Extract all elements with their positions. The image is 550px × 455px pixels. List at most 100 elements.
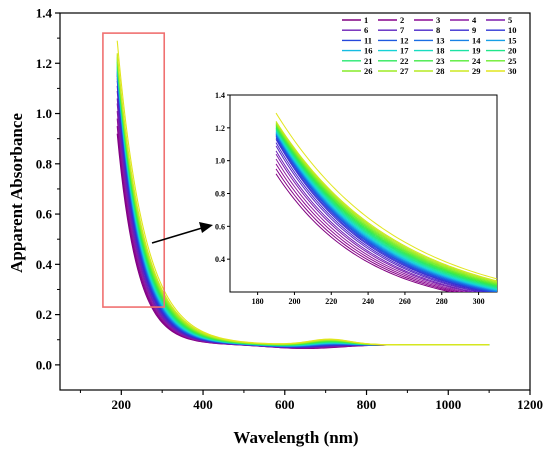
inset-series-line-29 [275, 120, 497, 282]
inset-series-line-12 [275, 134, 497, 292]
legend-label-15: 15 [508, 35, 517, 45]
x-tick-label: 200 [112, 397, 132, 412]
x-tick-label: 400 [193, 397, 213, 412]
legend-label-10: 10 [508, 25, 517, 35]
main-plot-frame [59, 12, 531, 391]
x-tick-label: 1000 [435, 397, 461, 412]
legend-label-1: 1 [364, 15, 368, 25]
inset-series-line-8 [275, 142, 486, 292]
inset-series-line-28 [275, 121, 497, 283]
plot-border [59, 12, 531, 391]
inset-series-line-5 [275, 153, 473, 292]
inset-x-tick-label: 240 [362, 297, 374, 306]
inset-x-tick-label: 200 [288, 297, 300, 306]
x-tick-label: 1200 [517, 397, 543, 412]
legend-label-8: 8 [436, 25, 440, 35]
y-tick-label: 0.4 [36, 257, 53, 272]
legend-label-20: 20 [508, 46, 517, 56]
y-tick-label: 0.6 [36, 207, 53, 222]
inset-y-tick-label: 0.4 [215, 255, 225, 264]
y-tick-label: 1.0 [36, 106, 52, 121]
zoom-arrow-head [199, 222, 213, 233]
inset-plot-group: 180 200 220 240 260 280 300 0.4 0.6 0.8 1.0 1.2 1.4 [215, 91, 498, 306]
inset-series-line-27 [275, 122, 497, 284]
legend-label-17: 17 [400, 46, 409, 56]
y-tick-label: 1.4 [36, 6, 53, 21]
highlight-box-group [102, 32, 213, 308]
inset-border [229, 94, 498, 293]
inset-series-line-15 [275, 132, 497, 292]
legend-label-19: 19 [472, 46, 481, 56]
legend-label-23: 23 [436, 56, 445, 66]
inset-x-tick-label: 300 [473, 297, 485, 306]
legend-label-27: 27 [400, 66, 409, 76]
legend-label-26: 26 [364, 66, 373, 76]
inset-series-line-9 [275, 139, 489, 292]
y-tick-label: 0.2 [36, 307, 52, 322]
x-axis-title: Wavelength (nm) [233, 428, 358, 447]
legend-label-6: 6 [364, 25, 368, 35]
inset-series-line-10 [275, 137, 493, 292]
legend-label-12: 12 [400, 35, 409, 45]
inset-series-line-26 [275, 123, 497, 284]
y-tick-label: 1.2 [36, 56, 52, 71]
inset-series-group [275, 112, 497, 292]
inset-x-tick-label: 220 [325, 297, 337, 306]
inset-series-line-4 [275, 158, 468, 292]
inset-y-tick-label: 1.0 [215, 157, 225, 166]
zoom-highlight-box [102, 32, 166, 308]
legend-label-3: 3 [436, 15, 440, 25]
inset-series-line-19 [275, 129, 497, 289]
inset-series-line-24 [275, 125, 497, 286]
inset-series-line-21 [275, 127, 497, 288]
legend-label-29: 29 [472, 66, 481, 76]
y-axis-title: Apparent Absorbance [7, 113, 26, 273]
legend-label-7: 7 [400, 25, 405, 35]
main-ticks-group: 200 400 600 800 1000 12000.00.20.40.60.81.01.… [36, 6, 543, 413]
legend-label-18: 18 [436, 46, 445, 56]
inset-series-line-30 [275, 112, 497, 280]
x-tick-label: 800 [357, 397, 377, 412]
inset-x-tick-label: 180 [252, 297, 264, 306]
inset-series-line-6 [275, 150, 477, 292]
inset-series-line-7 [275, 145, 482, 292]
inset-series-line-13 [275, 134, 497, 292]
inset-series-line-22 [275, 126, 497, 287]
inset-series-line-18 [275, 130, 497, 290]
x-tick-label: 600 [275, 397, 295, 412]
inset-series-line-17 [275, 130, 497, 290]
inset-series-line-3 [275, 163, 463, 292]
zoom-arrow-line [151, 227, 203, 244]
legend-label-21: 21 [364, 56, 373, 66]
inset-series-line-20 [275, 128, 497, 289]
legend-label-9: 9 [472, 25, 476, 35]
inset-series-line-25 [275, 124, 497, 285]
inset-series-line-2 [275, 168, 459, 292]
legend-label-16: 16 [364, 46, 373, 56]
legend-label-25: 25 [508, 56, 517, 66]
inset-x-tick-label: 280 [436, 297, 448, 306]
inset-y-tick-label: 1.2 [215, 124, 225, 133]
inset-series-line-11 [275, 135, 496, 292]
legend-label-2: 2 [400, 15, 404, 25]
legend-label-30: 30 [508, 66, 517, 76]
series-line-30 [116, 40, 490, 346]
y-tick-label: 0.0 [36, 357, 52, 372]
legend-label-22: 22 [400, 56, 409, 66]
legend-label-13: 13 [436, 35, 445, 45]
inset-series-line-14 [275, 133, 497, 292]
y-tick-label: 0.8 [36, 156, 53, 171]
legend-label-4: 4 [472, 15, 477, 25]
inset-series-line-23 [275, 125, 497, 287]
inset-y-tick-label: 1.4 [215, 91, 225, 100]
inset-series-line-1 [275, 173, 454, 292]
legend-label-24: 24 [472, 56, 481, 66]
inset-y-tick-label: 0.6 [215, 222, 225, 231]
legend-label-28: 28 [436, 66, 445, 76]
legend-label-11: 11 [364, 35, 372, 45]
legend-label-14: 14 [472, 35, 481, 45]
inset-x-tick-label: 260 [399, 297, 411, 306]
legend-label-5: 5 [508, 15, 512, 25]
main-series-group [116, 40, 490, 350]
